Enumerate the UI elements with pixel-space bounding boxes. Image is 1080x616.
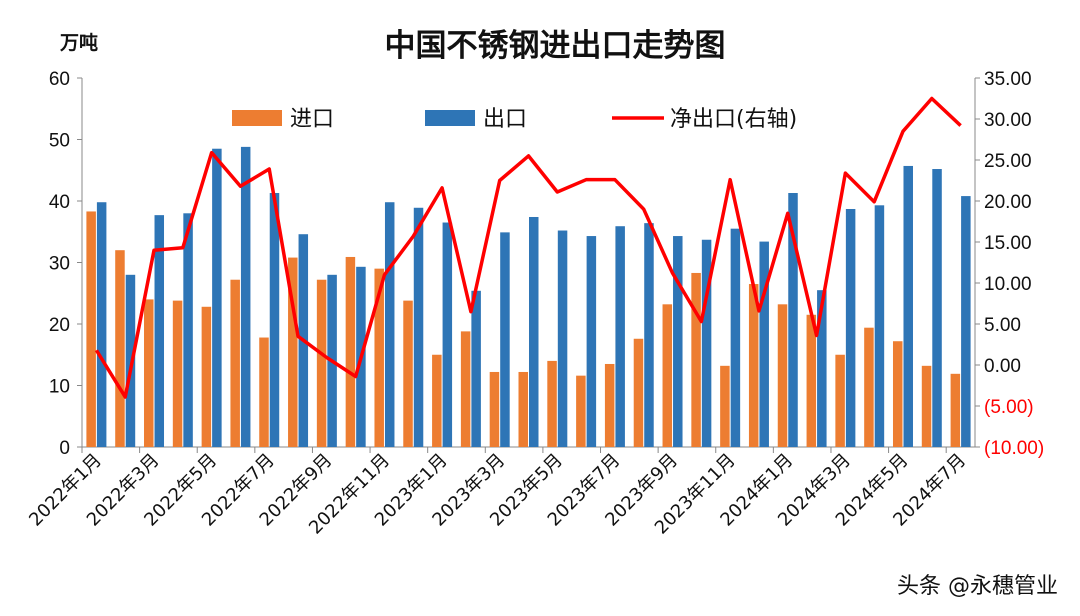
right-tick-label: 10.00 [984, 274, 1032, 295]
right-tick-label: (10.00) [984, 438, 1044, 459]
export-bar [500, 232, 510, 447]
legend-label: 出口 [483, 107, 527, 132]
net-export-line [94, 96, 962, 399]
import-bar [144, 299, 154, 447]
export-bar [125, 274, 136, 447]
chart-title: 中国不锈钢进出口走势图 [384, 28, 726, 64]
right-tick-label: 20.00 [984, 192, 1032, 213]
export-bar [932, 169, 942, 447]
legend-label: 净出口(右轴) [670, 107, 797, 132]
import-bar [460, 331, 471, 447]
export-bar [183, 213, 193, 447]
legend-swatch [232, 110, 282, 126]
export-bar [269, 193, 280, 447]
import-bar [720, 365, 730, 447]
import-bar [288, 257, 298, 447]
import-bar [518, 371, 528, 447]
right-tick-label: 0.00 [984, 356, 1021, 377]
right-tick-label: (5.00) [984, 397, 1034, 418]
export-bar [384, 202, 395, 447]
export-bar [212, 148, 222, 447]
import-bar [806, 314, 817, 447]
import-bar [691, 272, 701, 447]
import-bar [201, 306, 212, 447]
export-bar [615, 226, 625, 447]
right-tick-label: 25.00 [984, 151, 1032, 172]
left-tick-label: 60 [49, 69, 70, 90]
import-bar [115, 250, 125, 447]
export-bar [413, 207, 424, 447]
right-tick-label: 30.00 [984, 110, 1032, 131]
left-tick-label: 20 [49, 315, 70, 336]
left-tick-label: 40 [49, 192, 70, 213]
import-bar [662, 304, 673, 447]
export-bar [673, 236, 683, 447]
right-tick-label: 15.00 [984, 233, 1032, 254]
export-bar [96, 202, 107, 447]
legend-label: 进口 [290, 107, 334, 132]
left-tick-label: 50 [49, 131, 70, 152]
left-tick-label: 30 [49, 254, 70, 275]
import-bar [316, 279, 327, 447]
import-bar [547, 360, 557, 447]
export-bar [845, 208, 856, 447]
import-bar [921, 365, 932, 447]
import-bar [489, 371, 500, 447]
export-bar [874, 205, 885, 447]
export-bar [759, 241, 769, 447]
export-bar [961, 196, 971, 447]
footer-watermark: 头条 @永穗管业 [897, 574, 1058, 599]
import-bar [374, 268, 384, 447]
export-bar [730, 228, 741, 447]
import-bar [432, 354, 442, 447]
export-bar [154, 215, 165, 447]
export-bar [529, 216, 539, 447]
export-bar [471, 290, 481, 447]
import-bar [604, 363, 615, 447]
import-bar [230, 279, 240, 447]
import-bar [864, 327, 874, 447]
import-bar [950, 373, 961, 447]
export-bar [817, 290, 827, 447]
import-bar [172, 300, 183, 447]
import-bar [892, 341, 903, 447]
legend-swatch [425, 110, 475, 126]
right-tick-label: 35.00 [984, 69, 1032, 90]
left-tick-label: 0 [59, 438, 70, 459]
import-bar [403, 300, 413, 447]
export-bar [644, 223, 654, 447]
import-bar [777, 304, 788, 447]
export-bar [903, 165, 913, 447]
export-bar [788, 193, 798, 447]
import-bar [259, 337, 269, 447]
import-bar [633, 338, 644, 447]
export-bar [701, 239, 712, 447]
import-bar [576, 375, 586, 447]
export-bar [586, 236, 597, 447]
right-tick-label: 5.00 [984, 315, 1021, 336]
import-bar [835, 354, 845, 447]
import-bar [86, 211, 96, 447]
left-tick-label: 10 [49, 377, 70, 398]
import-bar [345, 256, 356, 447]
export-bar [442, 222, 453, 447]
left-axis-unit: 万吨 [60, 32, 99, 54]
export-bar [240, 146, 251, 447]
import-bar [748, 284, 759, 447]
export-bar [557, 230, 568, 447]
